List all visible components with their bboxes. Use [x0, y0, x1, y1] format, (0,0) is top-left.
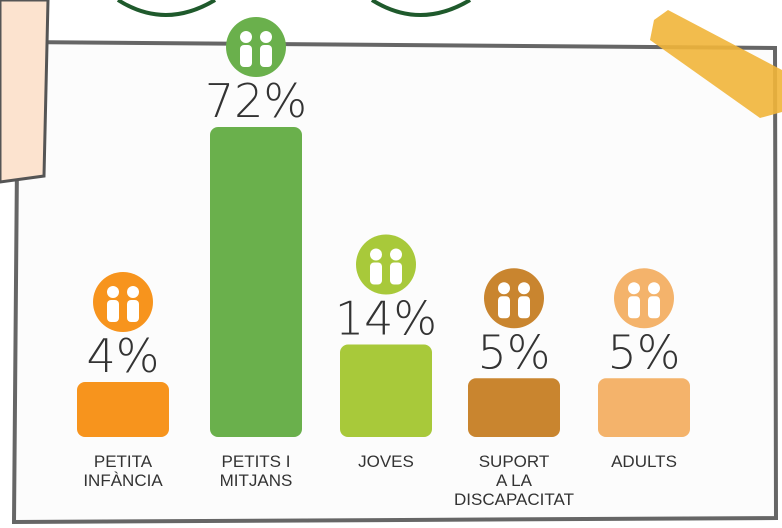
- category-icon: [93, 272, 153, 332]
- category-label: SUPORT A LA DISCAPACITAT: [449, 452, 579, 509]
- icon-figure: [107, 300, 119, 322]
- category-icon: [356, 235, 416, 295]
- icon-figure: [127, 300, 139, 322]
- icon-figure: [498, 282, 510, 294]
- bar: [210, 127, 302, 437]
- icon-figure: [498, 296, 510, 318]
- icon-figure: [127, 286, 139, 298]
- category-label: PETITS I MITJANS: [191, 452, 321, 490]
- icon-figure: [260, 45, 272, 67]
- value-label: 4%: [87, 329, 160, 383]
- icon-figure: [628, 282, 640, 294]
- category-icon: [226, 17, 286, 77]
- value-label: 14%: [335, 292, 437, 346]
- category-label: JOVES: [321, 452, 451, 471]
- icon-figure: [107, 286, 119, 298]
- circle-decoration: [118, 0, 215, 15]
- icon-figure: [518, 296, 530, 318]
- icon-figure: [370, 249, 382, 261]
- circle-decoration: [372, 0, 470, 15]
- category-label: ADULTS: [579, 452, 709, 471]
- infographic: 4% 72% 14% 5% 5% PETITA INFÀNCIAPETITS I MIT…: [0, 0, 782, 528]
- value-label: 5%: [478, 325, 551, 379]
- icon-figure: [390, 263, 402, 285]
- icon-figure: [628, 296, 640, 318]
- chart: 4% 72% 14% 5% 5%: [0, 0, 782, 528]
- category-icon: [614, 268, 674, 328]
- icon-figure: [240, 45, 252, 67]
- bar: [340, 345, 432, 438]
- icon-figure: [390, 249, 402, 261]
- icon-figure: [648, 282, 660, 294]
- value-label: 72%: [205, 74, 307, 128]
- icon-figure: [240, 31, 252, 43]
- bar: [77, 382, 169, 437]
- category-label: PETITA INFÀNCIA: [58, 452, 188, 490]
- icon-figure: [260, 31, 272, 43]
- value-label: 5%: [608, 325, 681, 379]
- icon-figure: [648, 296, 660, 318]
- bar: [598, 378, 690, 437]
- icon-figure: [518, 282, 530, 294]
- icon-figure: [370, 263, 382, 285]
- category-icon: [484, 268, 544, 328]
- bar: [468, 378, 560, 437]
- sticky-note: [0, 0, 48, 182]
